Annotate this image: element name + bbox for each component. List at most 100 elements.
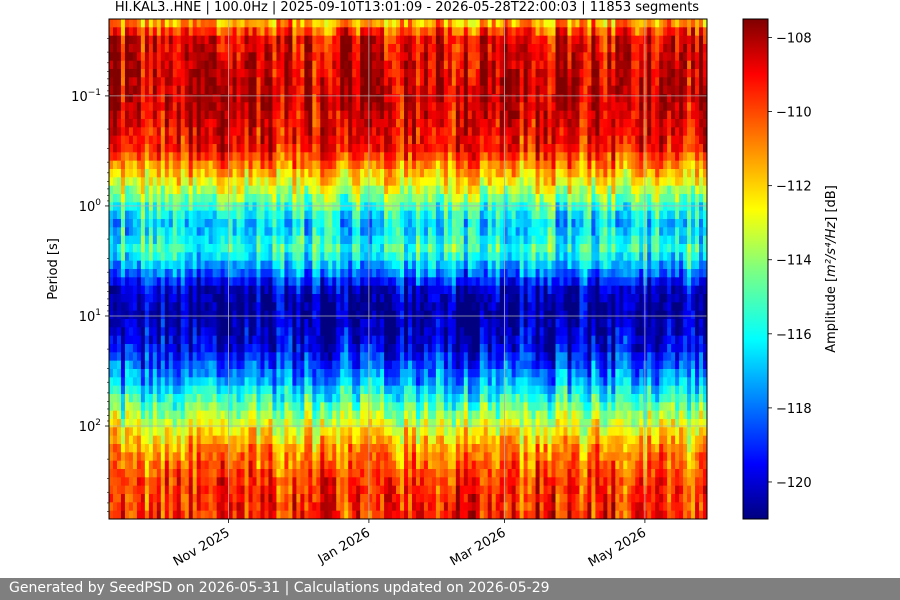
- heatmap-cell: [140, 244, 146, 253]
- heatmap-cell: [567, 135, 573, 145]
- heatmap-cell: [284, 219, 289, 228]
- heatmap-cell: [439, 169, 445, 178]
- heatmap-cell: [156, 44, 162, 53]
- heatmap-cell: [292, 35, 297, 45]
- heatmap-cell: [340, 285, 345, 295]
- heatmap-cell: [575, 110, 581, 120]
- heatmap-cell: [667, 35, 672, 45]
- heatmap-cell: [352, 135, 357, 145]
- heatmap-cell: [324, 35, 329, 45]
- heatmap-cell: [216, 135, 222, 145]
- heatmap-cell: [423, 119, 429, 128]
- heatmap-cell: [515, 69, 521, 78]
- heatmap-cell: [152, 35, 158, 45]
- heatmap-cell: [611, 185, 616, 195]
- heatmap-cell: [316, 152, 321, 162]
- heatmap-cell: [647, 152, 652, 162]
- heatmap-cell: [116, 110, 122, 120]
- heatmap-cell: [663, 277, 668, 287]
- heatmap-cell: [352, 119, 357, 128]
- heatmap-cell: [172, 277, 178, 287]
- heatmap-cell: [212, 219, 218, 228]
- heatmap-cell: [487, 152, 493, 162]
- heatmap-cell: [503, 52, 509, 62]
- heatmap-cell: [691, 35, 696, 45]
- heatmap-cell: [503, 110, 509, 120]
- heatmap-cell: [519, 102, 525, 112]
- heatmap-cell: [535, 235, 541, 245]
- heatmap-cell: [527, 52, 533, 62]
- heatmap-cell: [124, 77, 130, 87]
- heatmap-cell: [507, 269, 513, 278]
- heatmap-cell: [300, 260, 305, 270]
- heatmap-cell: [200, 152, 206, 162]
- heatmap-cell: [208, 27, 214, 37]
- heatmap-cell: [272, 152, 278, 162]
- heatmap-cell: [519, 160, 525, 170]
- heatmap-cell: [124, 194, 130, 203]
- heatmap-cell: [699, 52, 704, 62]
- heatmap-cell: [471, 110, 477, 120]
- heatmap-cell: [631, 52, 636, 62]
- heatmap-cell: [571, 227, 577, 237]
- heatmap-cell: [204, 94, 210, 103]
- heatmap-cell: [703, 260, 707, 270]
- heatmap-cell: [240, 169, 246, 178]
- heatmap-cell: [643, 219, 648, 228]
- heatmap-cell: [196, 177, 202, 187]
- heatmap-cell: [695, 27, 700, 37]
- heatmap-cell: [296, 44, 301, 53]
- heatmap-cell: [459, 85, 465, 95]
- heatmap-cell: [543, 244, 549, 253]
- heatmap-cell: [320, 135, 325, 145]
- heatmap-cell: [463, 269, 469, 278]
- heatmap-cell: [248, 19, 254, 28]
- heatmap-cell: [675, 102, 680, 112]
- heatmap-cell: [531, 102, 537, 112]
- heatmap-cell: [228, 210, 234, 220]
- heatmap-cell: [507, 102, 513, 112]
- heatmap-cell: [220, 227, 226, 237]
- heatmap-cell: [619, 235, 624, 245]
- heatmap-cell: [647, 60, 652, 70]
- heatmap-cell: [252, 94, 258, 103]
- heatmap-cell: [539, 269, 545, 278]
- heatmap-cell: [320, 52, 325, 62]
- heatmap-cell: [543, 194, 549, 203]
- heatmap-cell: [180, 260, 186, 270]
- heatmap-cell: [583, 285, 588, 295]
- heatmap-cell: [559, 35, 565, 45]
- heatmap-cell: [212, 185, 218, 195]
- heatmap-cell: [699, 144, 704, 153]
- heatmap-cell: [455, 110, 461, 120]
- heatmap-cell: [360, 85, 365, 95]
- heatmap-cell: [623, 202, 628, 212]
- heatmap-cell: [695, 110, 700, 120]
- heatmap-cell: [344, 177, 349, 187]
- heatmap-cell: [455, 135, 461, 145]
- heatmap-cell: [595, 52, 600, 62]
- heatmap-cell: [495, 110, 501, 120]
- heatmap-cell: [543, 144, 549, 153]
- heatmap-cell: [431, 44, 437, 53]
- heatmap-cell: [475, 160, 481, 170]
- heatmap-cell: [631, 19, 636, 28]
- heatmap-cell: [264, 227, 270, 237]
- heatmap-cell: [240, 269, 246, 278]
- heatmap-cell: [515, 160, 521, 170]
- heatmap-cell: [507, 52, 513, 62]
- heatmap-cell: [116, 277, 122, 287]
- heatmap-cell: [495, 94, 501, 103]
- heatmap-cell: [140, 85, 146, 95]
- heatmap-cell: [276, 102, 282, 112]
- heatmap-cell: [703, 144, 707, 153]
- heatmap-cell: [332, 44, 337, 53]
- heatmap-cell: [635, 260, 640, 270]
- heatmap-cell: [144, 69, 150, 78]
- heatmap-cell: [292, 127, 297, 137]
- heatmap-cell: [164, 219, 170, 228]
- heatmap-cell: [188, 227, 194, 237]
- heatmap-cell: [264, 127, 270, 137]
- heatmap-cell: [216, 285, 222, 295]
- heatmap-cell: [216, 35, 222, 45]
